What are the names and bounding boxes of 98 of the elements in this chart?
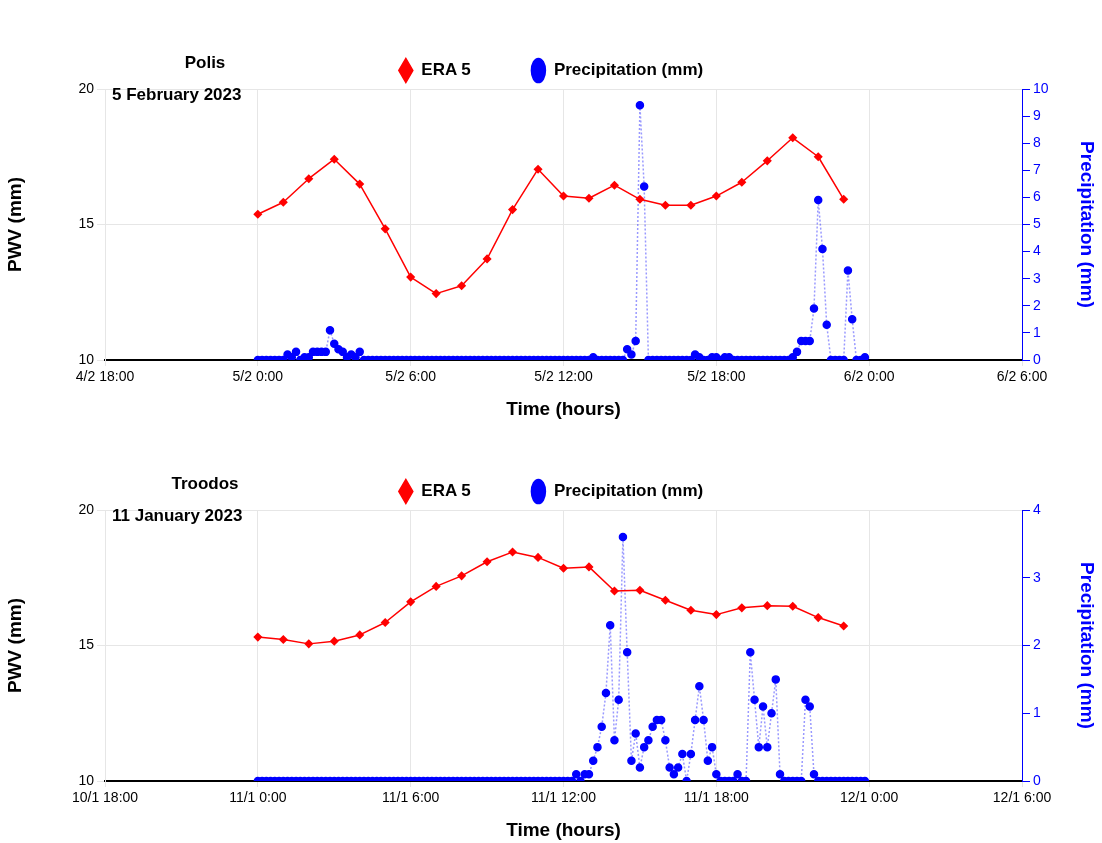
point (712, 191, 721, 201)
legend-label: ERA 5 (421, 60, 471, 80)
y-tick-label: 10 (78, 771, 95, 788)
point (788, 601, 797, 611)
chart-title: Troodos (171, 473, 239, 493)
point (330, 154, 339, 164)
x-tick-label: 10/1 18:00 (71, 789, 139, 806)
point (559, 191, 568, 201)
x-tick-label: 5/2 12:00 (534, 368, 593, 385)
point (737, 603, 747, 613)
x-axis-title: Time (hours) (506, 397, 621, 419)
point (457, 281, 466, 290)
y2-tick-label: 4 (1033, 242, 1041, 259)
legend-label: ERA 5 (421, 481, 471, 501)
y-axis-title: PWV (mm) (3, 598, 25, 693)
y2-tick-label: 0 (1033, 350, 1041, 367)
chart-title: Polis (184, 52, 226, 72)
legend-label: Precipitation (mm) (553, 60, 704, 80)
point (431, 289, 441, 298)
point (508, 547, 517, 557)
point (737, 177, 747, 187)
point (355, 179, 364, 189)
y2-tick-label: 4 (1033, 500, 1041, 517)
x-axis-title: Time (hours) (506, 818, 621, 840)
y2-tick-label: 0 (1033, 771, 1041, 788)
point (635, 585, 645, 595)
point (355, 630, 364, 640)
y2-tick-label: 8 (1033, 134, 1041, 151)
point (533, 164, 543, 174)
point (253, 632, 263, 642)
y-tick-label: 15 (78, 636, 95, 653)
x-tick-label: 11/1 12:00 (530, 789, 597, 806)
y2-tick-label: 1 (1033, 704, 1041, 721)
point (330, 636, 339, 646)
point (610, 180, 619, 190)
x-tick-label: 4/2 18:00 (75, 368, 135, 385)
point (279, 635, 288, 644)
point (661, 595, 670, 605)
point (304, 174, 314, 183)
y2-tick-label: 9 (1033, 106, 1041, 123)
y2-tick-label: 3 (1033, 269, 1041, 286)
y2-tick-label: 3 (1033, 568, 1041, 585)
x-tick-label: 11/1 18:00 (683, 789, 750, 806)
point (788, 133, 797, 143)
point (763, 156, 772, 166)
point (431, 582, 441, 591)
chart-subtitle: 11 January 2023 (112, 505, 243, 525)
y2-tick-label: 6 (1033, 188, 1041, 205)
y2-tick-label: 2 (1033, 636, 1041, 653)
point (635, 195, 645, 204)
y-tick-label: 15 (78, 215, 95, 232)
x-tick-label: 5/2 0:00 (232, 368, 284, 385)
y2-tick-label: 2 (1033, 296, 1041, 313)
y2-axis-title: Precipitation (mm) (1077, 562, 1099, 729)
x-tick-label: 5/2 6:00 (385, 368, 437, 385)
y2-tick-label: 7 (1033, 161, 1041, 178)
y2-axis-title: Precipitation (mm) (1077, 141, 1099, 308)
x-tick-label: 12/1 6:00 (992, 789, 1052, 806)
y2-tick-label: 10 (1033, 79, 1049, 96)
x-tick-label: 6/2 6:00 (996, 368, 1048, 385)
point (813, 152, 823, 161)
x-tick-label: 11/1 6:00 (381, 789, 440, 806)
point (508, 205, 517, 214)
point (279, 198, 288, 207)
point (584, 193, 594, 203)
point (661, 201, 670, 210)
point (839, 195, 848, 204)
x-tick-label: 6/2 0:00 (843, 368, 895, 385)
point (712, 610, 721, 619)
point (380, 224, 390, 234)
point (406, 597, 415, 607)
x-tick-label: 11/1 0:00 (229, 789, 287, 806)
point (380, 618, 390, 627)
y2-tick-label: 1 (1033, 323, 1041, 340)
chart-subtitle: 5 February 2023 (112, 84, 242, 104)
point (457, 571, 466, 581)
point (763, 601, 772, 610)
point (610, 586, 619, 596)
y-tick-label: 10 (78, 350, 95, 367)
point (482, 254, 492, 264)
point (253, 209, 263, 219)
point (304, 639, 314, 649)
y2-tick-label: 5 (1033, 215, 1041, 232)
point (813, 613, 823, 622)
y-axis-title: PWV (mm) (3, 177, 25, 272)
y-tick-label: 20 (78, 79, 95, 96)
x-tick-label: 12/1 0:00 (839, 789, 899, 806)
legend-label: Precipitation (mm) (553, 481, 704, 501)
point (584, 562, 594, 572)
point (482, 557, 492, 567)
point (839, 621, 848, 631)
point (686, 606, 696, 615)
y-tick-label: 20 (78, 500, 95, 517)
point (533, 553, 543, 562)
point (686, 201, 696, 210)
x-tick-label: 5/2 18:00 (687, 368, 746, 385)
point (559, 564, 568, 573)
point (406, 272, 415, 282)
